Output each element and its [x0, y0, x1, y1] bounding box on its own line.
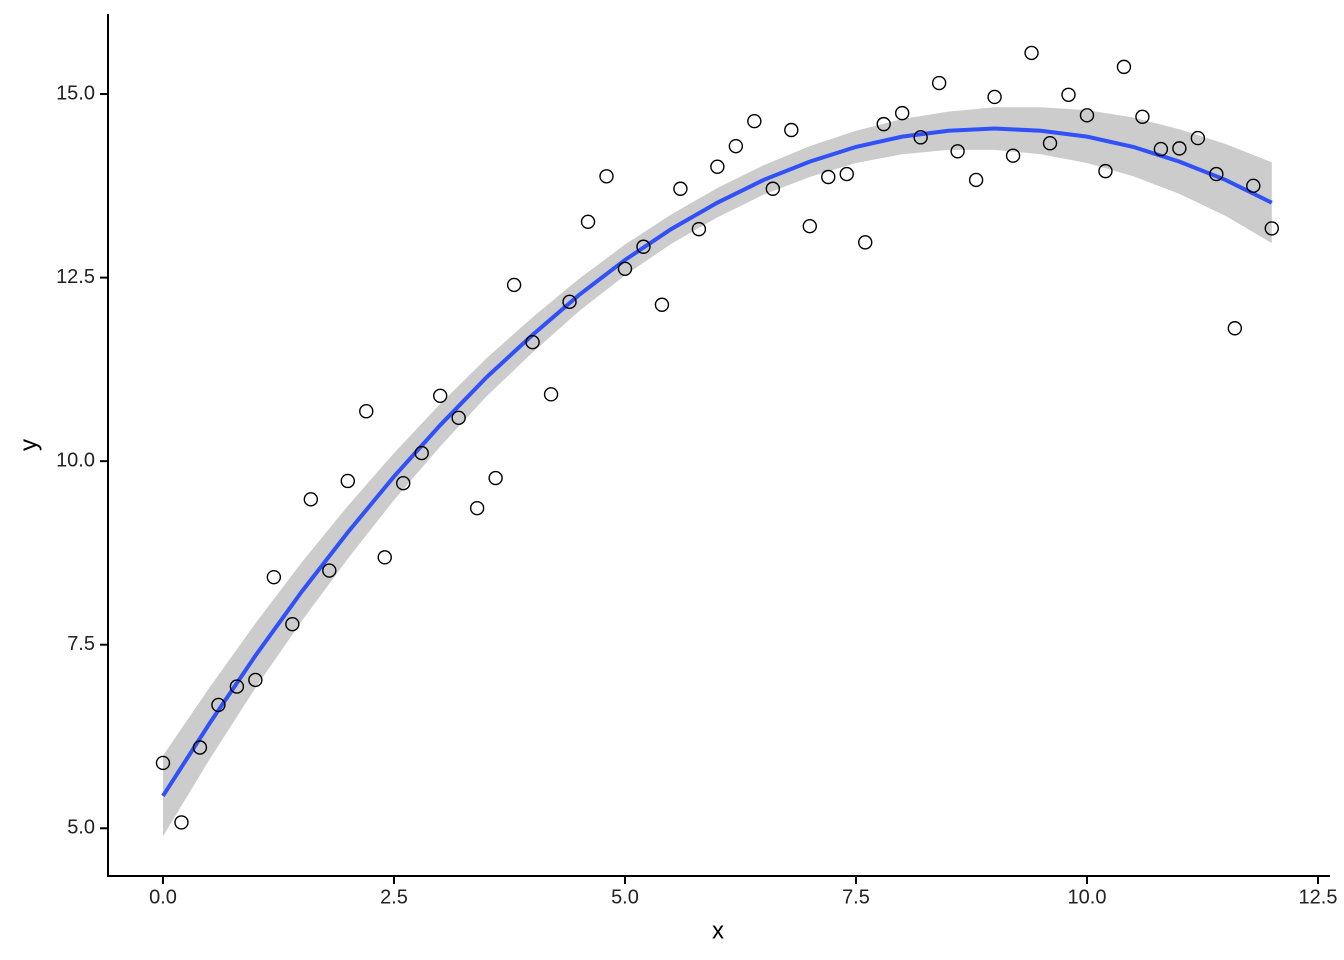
point: [1153, 141, 1169, 157]
point: [1246, 178, 1261, 194]
point: [543, 387, 559, 402]
point: [821, 169, 836, 185]
x-tick-label: 10.0: [1068, 886, 1107, 908]
x-tick-label: 7.5: [842, 886, 870, 908]
y-tick-label: 12.5: [56, 266, 95, 288]
point: [580, 214, 596, 229]
point: [968, 172, 984, 188]
point: [1209, 166, 1224, 182]
point: [747, 113, 762, 129]
point: [1172, 141, 1187, 156]
point: [1024, 45, 1039, 61]
point: [636, 239, 651, 254]
point: [1098, 163, 1113, 179]
point: [1042, 136, 1058, 151]
point: [414, 445, 429, 461]
point: [229, 679, 245, 694]
point: [1116, 59, 1132, 75]
point: [432, 388, 448, 404]
point: [1061, 87, 1076, 102]
x-tick-label: 12.5: [1299, 886, 1338, 908]
point: [377, 550, 392, 565]
point: [488, 470, 503, 486]
x-tick-label: 2.5: [380, 886, 408, 908]
point: [654, 297, 670, 312]
x-tick-label: 0.0: [149, 886, 177, 908]
point: [802, 218, 817, 234]
x-tick-label: 5.0: [611, 886, 639, 908]
point: [192, 740, 208, 755]
fit-line: [161, 126, 1273, 798]
y-tick-label: 7.5: [67, 633, 95, 655]
x-axis-title: x: [712, 917, 724, 944]
point: [728, 138, 744, 154]
point: [174, 815, 189, 830]
point: [266, 569, 282, 585]
point: [322, 563, 337, 578]
point: [285, 616, 300, 632]
point: [562, 294, 577, 310]
point: [784, 122, 799, 138]
point: [525, 335, 540, 350]
point: [913, 130, 928, 145]
point: [211, 697, 226, 713]
point: [1135, 109, 1150, 124]
point: [506, 277, 522, 293]
y-axis-title: y: [15, 439, 42, 451]
point: [710, 159, 725, 174]
point: [1190, 130, 1206, 146]
point: [451, 410, 466, 426]
point: [876, 116, 891, 132]
point: [987, 89, 1002, 105]
point: [340, 473, 355, 489]
point: [617, 261, 633, 276]
point: [396, 475, 411, 491]
point: [303, 492, 319, 507]
point: [359, 404, 374, 419]
point: [1264, 221, 1279, 236]
point: [673, 181, 688, 196]
point: [155, 755, 171, 771]
y-tick-label: 5.0: [67, 817, 95, 839]
y-tick-label: 10.0: [56, 449, 95, 471]
point: [858, 235, 873, 250]
point: [1079, 108, 1095, 123]
point: [950, 144, 965, 159]
point: [839, 166, 854, 182]
point: [765, 181, 781, 196]
point: [248, 672, 263, 688]
point: [599, 169, 614, 184]
point: [469, 500, 485, 516]
point: [1005, 148, 1021, 163]
y-tick-label: 15.0: [56, 82, 95, 104]
confidence-band: [162, 107, 1272, 837]
point: [931, 75, 947, 91]
point: [1227, 321, 1243, 336]
point: [894, 105, 910, 121]
point: [691, 221, 707, 237]
